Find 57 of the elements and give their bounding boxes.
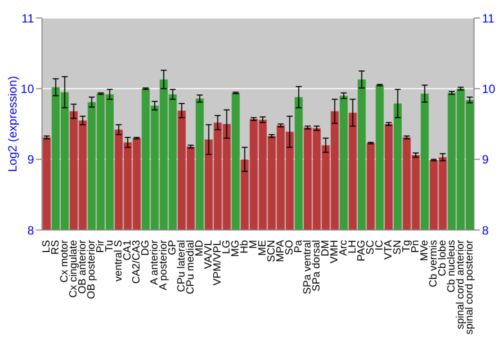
y2-tick-label: 8 bbox=[482, 223, 489, 238]
x-tick-label: MG bbox=[230, 240, 242, 257]
x-tick-label: SO bbox=[284, 240, 296, 256]
x-tick-label: MPA bbox=[274, 240, 286, 262]
x-tick-label: OB posterior bbox=[86, 240, 98, 299]
x-tick-label: VMH bbox=[328, 240, 340, 264]
x-tick-label: LS bbox=[40, 240, 52, 253]
x-tick-label: CPu medial bbox=[184, 240, 196, 294]
x-tick-label: Tu bbox=[104, 240, 116, 252]
x-tick-label: ME bbox=[256, 240, 268, 256]
x-tick-label: A anterior bbox=[148, 240, 160, 285]
x-tick-label: LH bbox=[346, 240, 358, 254]
x-tick-label: SN bbox=[392, 240, 404, 255]
y-tick-label: 8 bbox=[27, 223, 34, 238]
x-tick-label: MD bbox=[194, 240, 206, 256]
x-tick-label: Pn bbox=[410, 240, 422, 253]
x-tick-label: PAG bbox=[356, 240, 368, 262]
x-tick-label: SC bbox=[364, 240, 376, 255]
x-tick-label: spinal cord anterior bbox=[454, 239, 466, 330]
x-tick-label: IC bbox=[374, 240, 386, 250]
x-tick-label: Tg bbox=[400, 240, 412, 252]
x-tick-label: MVe bbox=[418, 240, 430, 262]
x-tick-label: Cb nucleus bbox=[446, 240, 458, 293]
x-tick-label: VA/VL bbox=[202, 240, 214, 269]
x-tick-label: OB anterior bbox=[76, 240, 88, 294]
x-tick-label: DM bbox=[320, 240, 332, 256]
y2-tick-label: 9 bbox=[482, 152, 489, 167]
x-tick-label: ventral S bbox=[112, 240, 124, 282]
x-tick-label: Cx motor bbox=[58, 240, 70, 283]
x-tick-label: Hb bbox=[238, 240, 250, 254]
x-tick-label: spinal cord posterior bbox=[464, 239, 476, 335]
x-tick-label: LG bbox=[220, 240, 232, 254]
x-tick-label: VTA bbox=[382, 240, 394, 260]
y-tick-label: 11 bbox=[22, 11, 34, 26]
y2-tick-label: 11 bbox=[482, 11, 495, 26]
x-tick-label: CPu lateral bbox=[176, 240, 188, 292]
x-tick-label: Pir bbox=[94, 240, 106, 253]
y-tick-label: 9 bbox=[27, 152, 34, 167]
x-tick-label: SPa dorsal bbox=[310, 240, 322, 292]
x-tick-label: M bbox=[248, 240, 260, 249]
x-tick-label: VPM/VPL bbox=[212, 240, 224, 286]
y-tick-label: 10 bbox=[20, 82, 34, 96]
x-tick-label: CA1 bbox=[122, 240, 134, 260]
x-tick-label: Arc bbox=[338, 240, 350, 256]
y-axis-title: Log2 (expression) bbox=[5, 76, 20, 172]
x-tick-label: CA2/CA3 bbox=[130, 240, 142, 284]
x-tick-label: Cb vermis bbox=[428, 240, 440, 288]
x-tick-label: SCN bbox=[266, 240, 278, 262]
x-tick-label: DG bbox=[140, 240, 152, 256]
x-tick-label: SPa ventral bbox=[302, 240, 314, 294]
x-tick-label: RS bbox=[50, 240, 62, 255]
x-tick-label: GP bbox=[166, 240, 178, 256]
x-tick-label: Cb lobe bbox=[436, 240, 448, 276]
x-tick-label: Cx cingulate bbox=[68, 240, 80, 298]
y2-tick-label: 10 bbox=[482, 82, 496, 96]
x-tick-label: A posterior bbox=[158, 240, 170, 290]
x-tick-label: Pa bbox=[292, 240, 304, 253]
